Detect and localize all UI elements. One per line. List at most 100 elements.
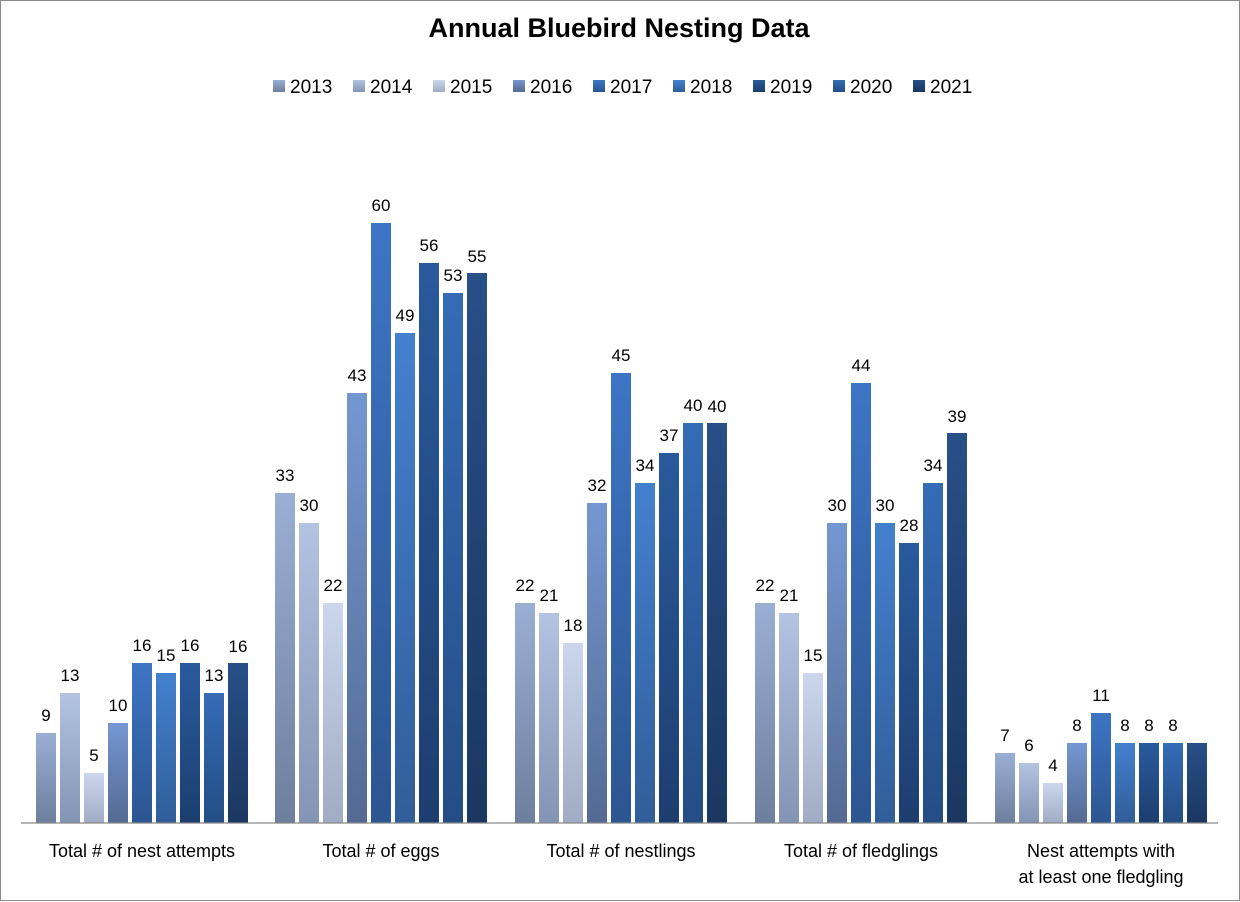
bar-total-of-nest-attempts-2021 [228, 663, 248, 823]
data-label-nest-attempts-with-at-least-one-fledgling-2020: 8 [1168, 716, 1177, 735]
bar-total-of-nest-attempts-2014 [60, 693, 80, 823]
bar-total-of-eggs-2021 [467, 273, 487, 823]
bar-total-of-nest-attempts-2013 [36, 733, 56, 823]
bar-total-of-fledglings-2013 [755, 603, 775, 823]
category-label-nest-attempts-with-at-least-one-fledgling: Nest attempts with at least one fledgling [1018, 841, 1183, 887]
bar-total-of-eggs-2017 [371, 223, 391, 823]
bar-total-of-eggs-2016 [347, 393, 367, 823]
bar-total-of-nestlings-2021 [707, 423, 727, 823]
legend-label-2018: 2018 [690, 77, 732, 98]
bar-total-of-fledglings-2016 [827, 523, 847, 823]
bar-total-of-nestlings-2015 [563, 643, 583, 823]
legend-label-2014: 2014 [370, 77, 413, 98]
data-label-total-of-nest-attempts-2016: 10 [109, 696, 128, 715]
data-label-total-of-nestlings-2013: 22 [516, 576, 535, 595]
data-label-total-of-fledglings-2019: 28 [900, 516, 919, 535]
legend-swatch-2020 [833, 80, 845, 92]
category-label-total-of-eggs: Total # of eggs [322, 841, 439, 861]
data-label-total-of-nest-attempts-2018: 15 [157, 646, 176, 665]
data-label-total-of-eggs-2021: 55 [468, 247, 487, 266]
bar-total-of-eggs-2015 [323, 603, 343, 823]
legend-label-2019: 2019 [770, 77, 812, 98]
data-label-total-of-eggs-2015: 22 [324, 576, 343, 595]
data-label-total-of-eggs-2019: 56 [420, 236, 439, 255]
data-label-total-of-eggs-2016: 43 [348, 366, 367, 385]
data-label-total-of-fledglings-2015: 15 [804, 646, 823, 665]
data-label-total-of-fledglings-2016: 30 [828, 496, 847, 515]
bar-total-of-nestlings-2013 [515, 603, 535, 823]
bar-total-of-eggs-2013 [275, 493, 295, 823]
bar-total-of-fledglings-2021 [947, 433, 967, 823]
category-label-total-of-nestlings: Total # of nestlings [546, 841, 695, 861]
legend-swatch-2015 [433, 80, 445, 92]
category-labels: Total # of nest attempts Total # of eggs T… [49, 841, 1184, 887]
legend-swatch-2016 [513, 80, 525, 92]
data-label-total-of-nestlings-2016: 32 [588, 476, 607, 495]
data-label-total-of-eggs-2018: 49 [396, 306, 415, 325]
legend-swatch-2021 [913, 80, 925, 92]
bar-nest-attempts-with-at-least-one-fledgling-2019 [1139, 743, 1159, 823]
data-label-total-of-nestlings-2014: 21 [540, 586, 559, 605]
bar-total-of-nest-attempts-2018 [156, 673, 176, 823]
data-label-nest-attempts-with-at-least-one-fledgling-2015: 4 [1048, 756, 1057, 775]
legend-swatch-2018 [673, 80, 685, 92]
data-label-nest-attempts-with-at-least-one-fledgling-2016: 8 [1072, 716, 1081, 735]
bar-total-of-nest-attempts-2020 [204, 693, 224, 823]
legend-swatch-2014 [353, 80, 365, 92]
legend-label-2016: 2016 [530, 77, 572, 98]
bars [36, 223, 1207, 823]
data-label-nest-attempts-with-at-least-one-fledgling-2019: 8 [1144, 716, 1153, 735]
data-label-total-of-eggs-2013: 33 [276, 466, 295, 485]
bar-total-of-nest-attempts-2016 [108, 723, 128, 823]
data-label-total-of-nest-attempts-2015: 5 [89, 746, 98, 765]
bar-nest-attempts-with-at-least-one-fledgling-2014 [1019, 763, 1039, 823]
data-label-total-of-fledglings-2020: 34 [924, 456, 943, 475]
data-label-nest-attempts-with-at-least-one-fledgling-2018: 8 [1120, 716, 1129, 735]
category-label-total-of-fledglings: Total # of fledglings [784, 841, 938, 861]
bar-total-of-nestlings-2020 [683, 423, 703, 823]
bar-total-of-nestlings-2019 [659, 453, 679, 823]
data-label-total-of-fledglings-2017: 44 [852, 356, 871, 375]
bar-total-of-fledglings-2019 [899, 543, 919, 823]
data-label-total-of-nest-attempts-2021: 16 [229, 637, 248, 656]
bar-total-of-nest-attempts-2015 [84, 773, 104, 823]
bar-nest-attempts-with-at-least-one-fledgling-2020 [1163, 743, 1183, 823]
bar-total-of-nestlings-2018 [635, 483, 655, 823]
data-label-total-of-fledglings-2021: 39 [948, 407, 967, 426]
bar-total-of-eggs-2020 [443, 293, 463, 823]
data-label-total-of-fledglings-2014: 21 [780, 586, 799, 605]
bar-total-of-fledglings-2020 [923, 483, 943, 823]
bar-total-of-nest-attempts-2019 [180, 663, 200, 823]
data-label-total-of-nest-attempts-2013: 9 [41, 706, 50, 725]
bar-total-of-eggs-2019 [419, 263, 439, 823]
chart-title: Annual Bluebird Nesting Data [428, 13, 810, 43]
data-label-nest-attempts-with-at-least-one-fledgling-2017: 11 [1092, 686, 1110, 705]
bar-total-of-nest-attempts-2017 [132, 663, 152, 823]
legend-label-2013: 2013 [290, 77, 332, 98]
bar-nest-attempts-with-at-least-one-fledgling-2013 [995, 753, 1015, 823]
legend-swatch-2017 [593, 80, 605, 92]
data-label-total-of-fledglings-2013: 22 [756, 576, 775, 595]
data-label-total-of-nestlings-2019: 37 [660, 426, 679, 445]
legend: 2013 2014 2015 2016 2017 2018 2019 2020 2021 [273, 77, 972, 98]
data-label-total-of-fledglings-2018: 30 [876, 496, 895, 515]
bar-total-of-fledglings-2015 [803, 673, 823, 823]
bar-total-of-fledglings-2018 [875, 523, 895, 823]
legend-label-2015: 2015 [450, 77, 492, 98]
bar-total-of-fledglings-2017 [851, 383, 871, 823]
data-label-nest-attempts-with-at-least-one-fledgling-2013: 7 [1000, 726, 1009, 745]
data-labels: 9 13 5 10 16 15 16 13 16 33 30 22 43 60 49 56 53 55 22 21 18… [41, 196, 1177, 775]
legend-swatch-2013 [273, 80, 285, 92]
bar-total-of-nestlings-2014 [539, 613, 559, 823]
data-label-total-of-nest-attempts-2014: 13 [61, 666, 80, 685]
bar-nest-attempts-with-at-least-one-fledgling-2017 [1091, 713, 1111, 823]
bar-total-of-nestlings-2016 [587, 503, 607, 823]
data-label-total-of-nestlings-2021: 40 [708, 397, 727, 416]
bar-nest-attempts-with-at-least-one-fledgling-2018 [1115, 743, 1135, 823]
bar-total-of-eggs-2018 [395, 333, 415, 823]
data-label-total-of-nestlings-2015: 18 [564, 616, 583, 635]
bar-nest-attempts-with-at-least-one-fledgling-2015 [1043, 783, 1063, 823]
data-label-total-of-eggs-2017: 60 [372, 196, 391, 215]
